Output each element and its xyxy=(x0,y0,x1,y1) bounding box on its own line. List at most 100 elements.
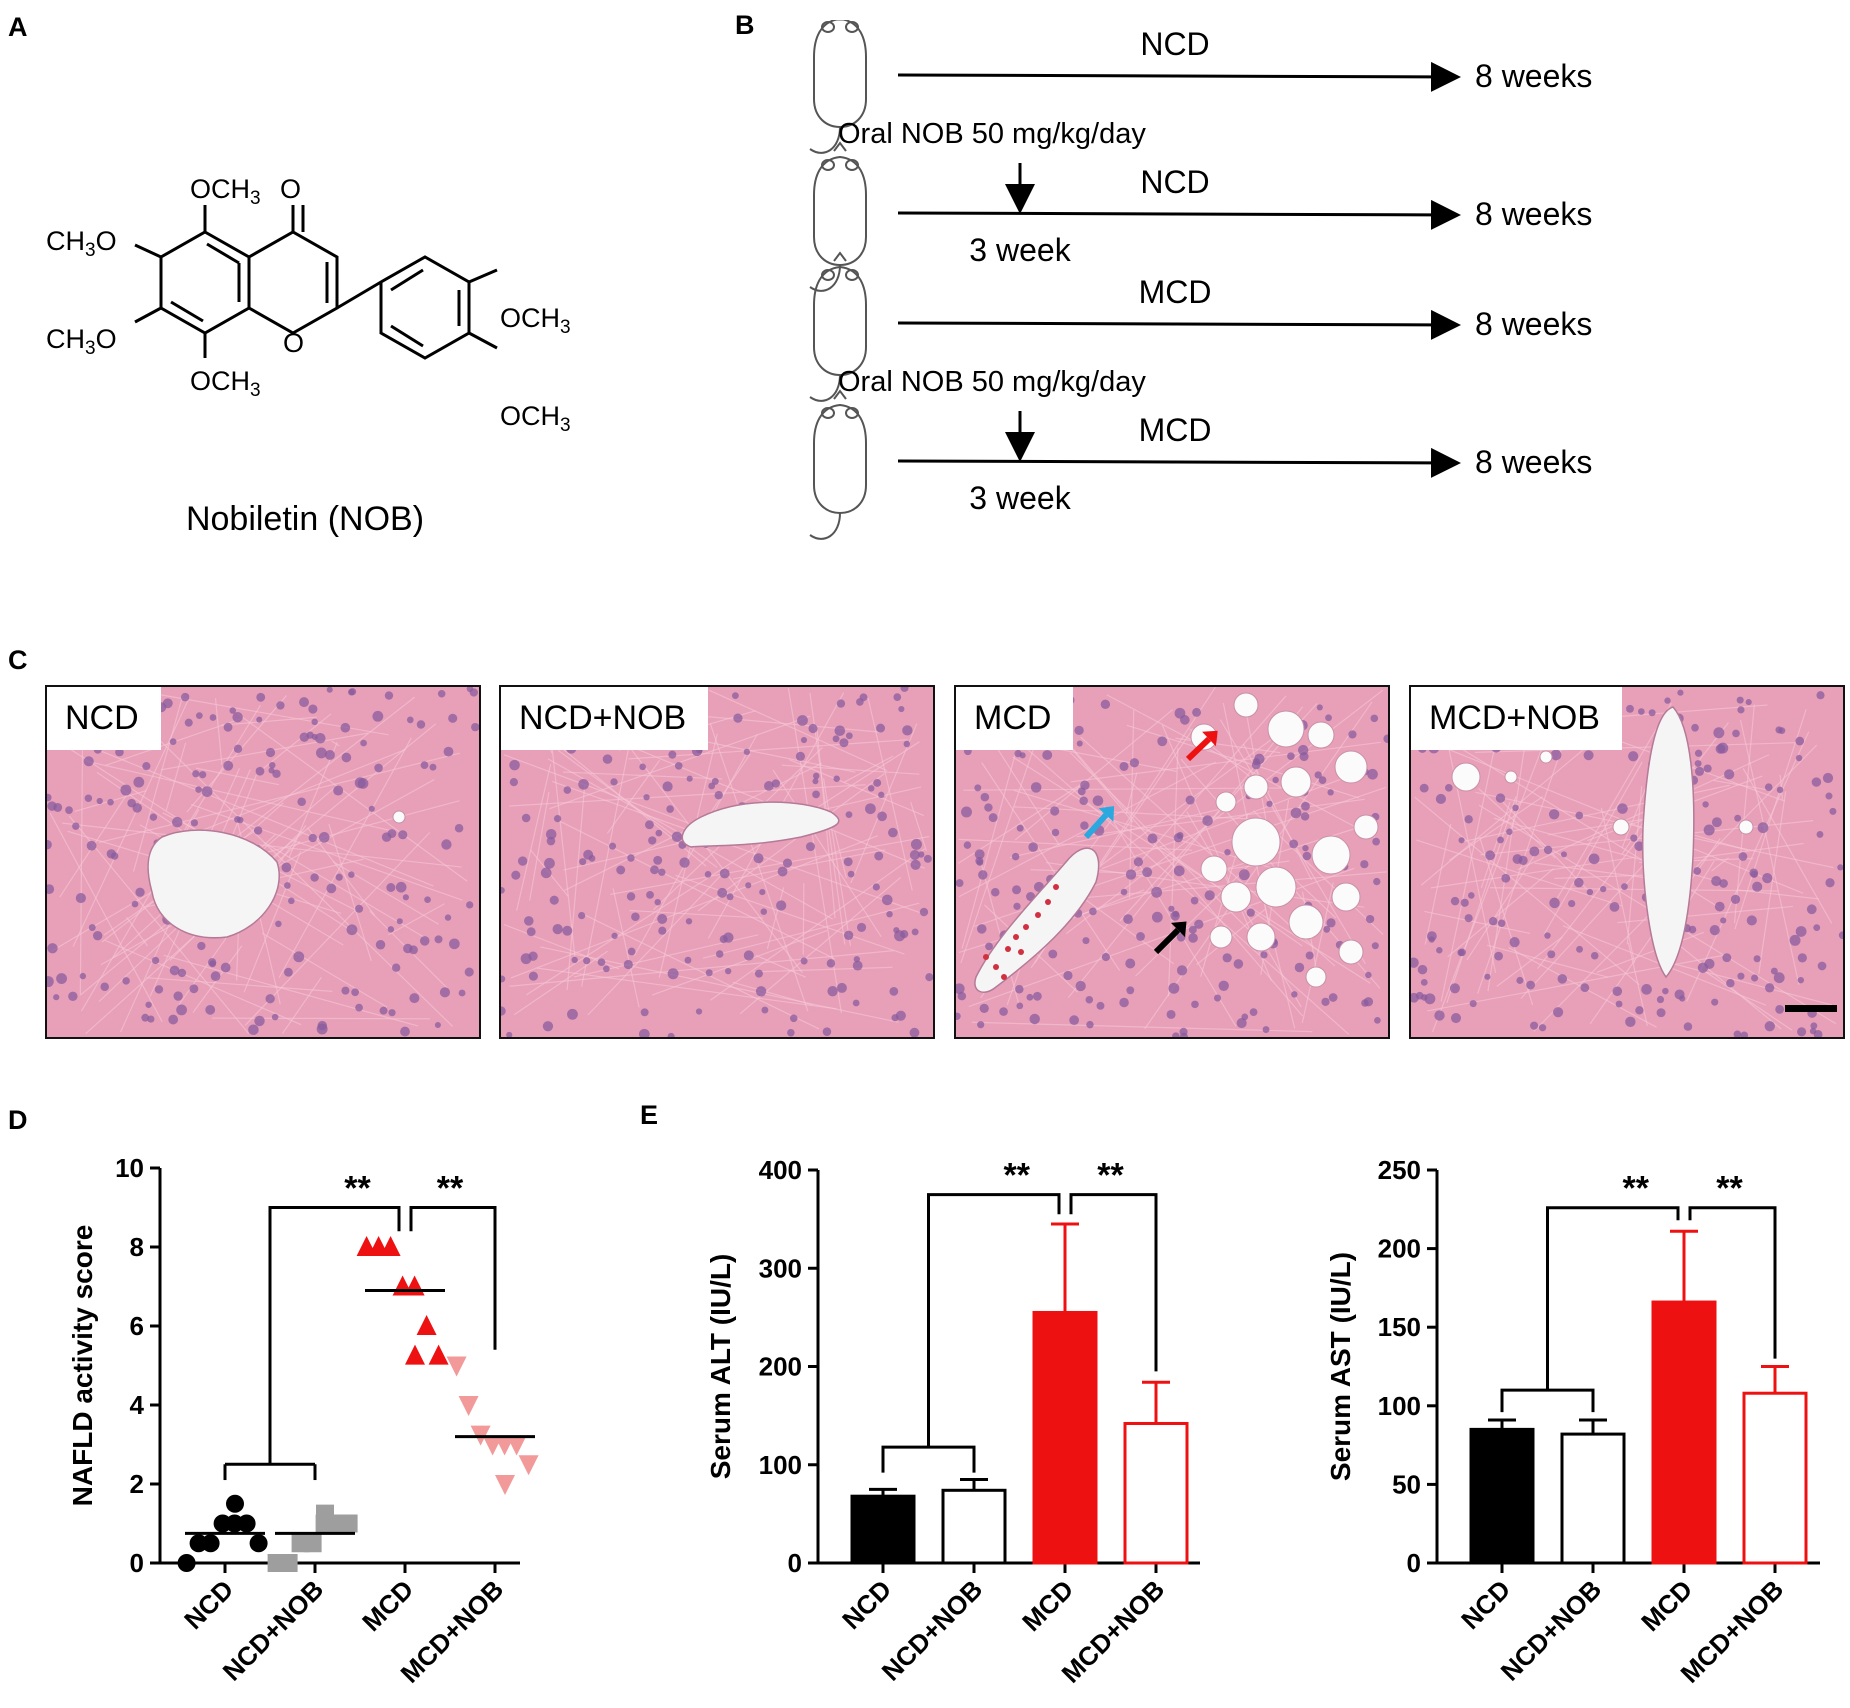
nucleus xyxy=(1495,793,1506,803)
nucleus xyxy=(398,830,408,840)
nucleus xyxy=(715,950,724,958)
nucleus xyxy=(1488,917,1498,926)
nucleus xyxy=(1656,995,1665,1004)
sinusoid xyxy=(195,767,280,786)
lipid-droplet xyxy=(1280,766,1312,798)
nucleus xyxy=(220,962,231,973)
nucleus xyxy=(976,859,984,866)
nucleus xyxy=(1325,714,1332,722)
nucleus xyxy=(761,1006,769,1014)
nucleus xyxy=(1314,771,1322,779)
nucleus xyxy=(1621,883,1628,890)
nucleus xyxy=(1797,976,1805,984)
nucleus xyxy=(898,705,905,713)
nucleus xyxy=(1745,699,1752,706)
nucleus xyxy=(795,751,806,761)
nucleus xyxy=(956,1012,961,1020)
nucleus xyxy=(437,689,446,698)
sinusoid xyxy=(552,780,927,916)
nucleus xyxy=(1586,888,1594,896)
nucleus xyxy=(1770,967,1778,975)
nucleus xyxy=(354,777,366,789)
nucleus xyxy=(1683,1022,1693,1031)
nucleus xyxy=(1485,850,1496,861)
nucleus xyxy=(1816,830,1824,838)
histology-image-mcd: MCD xyxy=(954,685,1390,1039)
lipid-droplet xyxy=(1338,939,1364,965)
sinusoid xyxy=(513,950,609,1016)
nucleus xyxy=(1557,974,1568,984)
nucleus xyxy=(759,888,766,896)
sinusoid xyxy=(1106,694,1376,839)
label-ketone-o: O xyxy=(280,174,301,204)
nucleus xyxy=(567,1008,578,1020)
sinusoid xyxy=(709,689,888,772)
nucleus xyxy=(269,761,276,769)
nucleus xyxy=(1677,689,1684,696)
nucleus xyxy=(368,805,375,812)
nucleus xyxy=(852,999,860,1007)
nucleus xyxy=(1714,901,1725,912)
nucleus xyxy=(999,1007,1008,1016)
sinusoid xyxy=(960,724,1043,964)
sinusoid xyxy=(1487,749,1525,992)
significance-label: ** xyxy=(1097,1157,1124,1195)
nucleus xyxy=(521,813,531,823)
nucleus xyxy=(326,687,333,693)
nucleus xyxy=(1080,821,1089,830)
nucleus xyxy=(1373,877,1381,886)
y-tick-label: 0 xyxy=(1407,1548,1421,1578)
nucleus xyxy=(610,778,618,786)
sinusoid xyxy=(83,743,434,887)
nucleus xyxy=(1641,984,1652,995)
sinusoid xyxy=(1128,709,1135,898)
nucleus xyxy=(919,907,929,917)
nucleus xyxy=(1318,776,1327,784)
nucleus xyxy=(1287,752,1295,760)
nucleus xyxy=(956,879,964,887)
nucleus xyxy=(549,895,559,905)
nucleus xyxy=(658,926,667,935)
blue-arrow xyxy=(1083,812,1109,840)
nucleus xyxy=(1426,931,1437,942)
nucleus xyxy=(469,688,478,697)
nucleus xyxy=(297,797,306,807)
nucleus xyxy=(1484,973,1491,980)
nucleus xyxy=(209,714,217,721)
control-group-bracket xyxy=(881,1445,976,1473)
nucleus xyxy=(578,778,589,790)
nucleus xyxy=(190,819,199,827)
nucleus xyxy=(976,924,987,934)
nucleus xyxy=(627,947,636,956)
bar xyxy=(1560,1432,1626,1565)
nucleus xyxy=(234,816,241,823)
nucleus xyxy=(145,1001,152,1008)
nucleus xyxy=(552,923,563,935)
nucleus xyxy=(1635,1006,1644,1015)
sinusoid xyxy=(1009,807,1224,859)
nucleus xyxy=(324,749,335,760)
y-tick-label: 0 xyxy=(788,1548,802,1578)
sinusoid xyxy=(1466,849,1539,961)
nucleus xyxy=(643,794,650,801)
nucleus xyxy=(1190,896,1199,905)
nucleus xyxy=(578,911,586,920)
sinusoid xyxy=(557,749,718,868)
nucleus xyxy=(1075,980,1086,992)
nucleus xyxy=(776,900,787,911)
data-point xyxy=(495,1475,515,1495)
nucleus xyxy=(1125,958,1136,969)
nucleus xyxy=(1775,1005,1785,1014)
nucleus xyxy=(195,712,203,719)
nucleus xyxy=(1726,979,1735,988)
nucleus xyxy=(1142,867,1153,878)
nucleus xyxy=(923,854,932,863)
lipid-droplet xyxy=(1353,814,1379,840)
nucleus xyxy=(1713,727,1725,739)
lipid-droplet xyxy=(1233,692,1259,718)
timeline-arrow xyxy=(897,447,1461,478)
sinusoid xyxy=(963,787,1285,791)
sinusoid xyxy=(1431,739,1546,1033)
nucleus xyxy=(745,882,752,889)
sinusoid xyxy=(1067,706,1304,999)
